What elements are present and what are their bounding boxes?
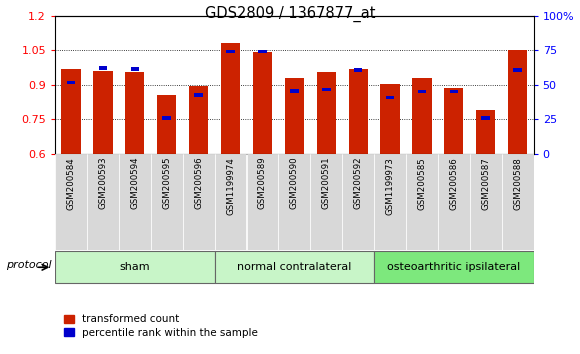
Bar xyxy=(406,154,438,250)
Text: GSM200591: GSM200591 xyxy=(322,157,331,210)
Text: GSM200595: GSM200595 xyxy=(162,157,171,210)
Text: GSM200584: GSM200584 xyxy=(67,157,75,210)
Bar xyxy=(374,154,406,250)
Bar xyxy=(444,88,463,154)
Bar xyxy=(87,154,119,250)
Bar xyxy=(61,69,81,154)
Bar xyxy=(151,154,183,250)
Bar xyxy=(513,68,522,72)
Text: sham: sham xyxy=(119,262,150,272)
Text: GSM200588: GSM200588 xyxy=(513,157,522,210)
Text: GSM200593: GSM200593 xyxy=(99,157,107,210)
Bar xyxy=(162,116,171,120)
Text: GSM1199973: GSM1199973 xyxy=(386,157,394,215)
Bar xyxy=(380,84,400,154)
Bar xyxy=(258,50,267,53)
Bar xyxy=(125,72,144,154)
Bar xyxy=(354,68,362,72)
Text: GSM1199974: GSM1199974 xyxy=(226,157,235,215)
Bar xyxy=(290,89,299,93)
Bar xyxy=(157,95,176,154)
Text: GSM200590: GSM200590 xyxy=(290,157,299,210)
Bar xyxy=(253,52,272,154)
Bar xyxy=(450,90,458,93)
Bar xyxy=(349,69,368,154)
Bar xyxy=(130,67,139,71)
Bar xyxy=(418,90,426,93)
Text: protocol: protocol xyxy=(6,261,52,270)
Bar xyxy=(502,154,534,250)
Bar xyxy=(194,93,203,97)
Text: normal contralateral: normal contralateral xyxy=(237,262,351,272)
Text: GSM200585: GSM200585 xyxy=(418,157,426,210)
Text: GSM200589: GSM200589 xyxy=(258,157,267,210)
Text: GDS2809 / 1367877_at: GDS2809 / 1367877_at xyxy=(205,5,375,22)
FancyBboxPatch shape xyxy=(374,251,534,283)
Bar xyxy=(285,78,304,154)
Bar xyxy=(310,154,342,250)
Text: GSM200592: GSM200592 xyxy=(354,157,362,210)
Bar xyxy=(93,71,113,154)
Bar xyxy=(476,110,495,154)
Bar xyxy=(342,154,374,250)
FancyBboxPatch shape xyxy=(215,251,374,283)
FancyBboxPatch shape xyxy=(55,251,215,283)
Bar xyxy=(508,50,527,154)
Bar xyxy=(189,86,208,154)
Bar xyxy=(412,78,432,154)
Bar xyxy=(278,154,310,250)
Bar xyxy=(226,50,235,53)
Bar xyxy=(438,154,470,250)
Bar xyxy=(119,154,151,250)
Text: osteoarthritic ipsilateral: osteoarthritic ipsilateral xyxy=(387,262,520,272)
Bar xyxy=(55,154,87,250)
Bar xyxy=(215,154,246,250)
Text: GSM200596: GSM200596 xyxy=(194,157,203,210)
Bar xyxy=(386,96,394,99)
Bar xyxy=(322,88,331,91)
Text: GSM200586: GSM200586 xyxy=(450,157,458,210)
Bar xyxy=(221,43,240,154)
Bar xyxy=(183,154,215,250)
Bar xyxy=(317,72,336,154)
Bar xyxy=(481,116,490,120)
Bar xyxy=(99,66,107,69)
Bar xyxy=(470,154,502,250)
Bar xyxy=(246,154,278,250)
Legend: transformed count, percentile rank within the sample: transformed count, percentile rank withi… xyxy=(60,310,262,342)
Text: GSM200587: GSM200587 xyxy=(481,157,490,210)
Bar xyxy=(67,81,75,85)
Text: GSM200594: GSM200594 xyxy=(130,157,139,210)
